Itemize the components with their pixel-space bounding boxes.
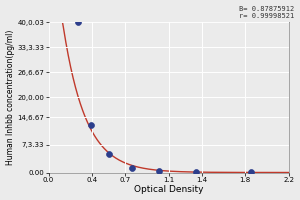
Point [156,170,161,173]
X-axis label: Optical Density: Optical Density [134,185,203,194]
Point [76,20,80,24]
Point [129,166,134,169]
Point [88,124,93,127]
Text: B= 0.87875912
r= 0.99998521: B= 0.87875912 r= 0.99998521 [239,6,294,19]
Y-axis label: Human Inhbb concentration(pg/ml): Human Inhbb concentration(pg/ml) [6,30,15,165]
Point [248,171,253,174]
Point [194,171,198,174]
Point [106,152,111,155]
